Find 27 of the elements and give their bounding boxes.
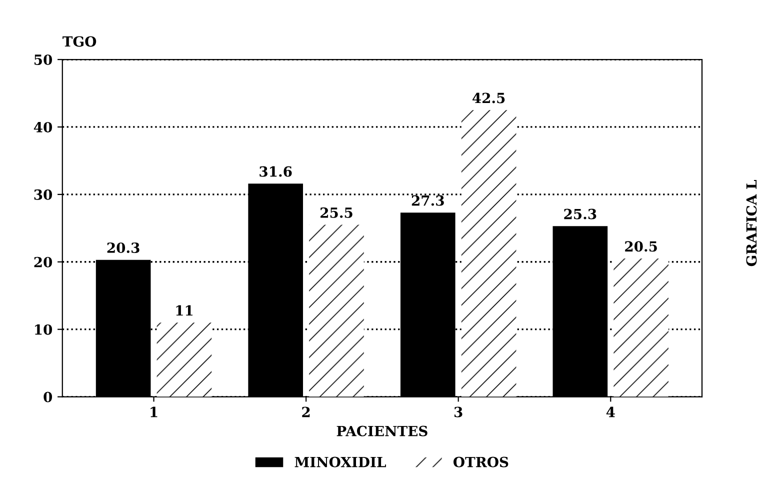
x-tick-label: 1 (150, 406, 158, 418)
data-label: 25.5 (320, 207, 352, 218)
y-tick-label: 10 (35, 324, 52, 335)
text: GRAFICA L (746, 180, 757, 266)
legend-label: MINOXIDIL (294, 456, 386, 468)
y-tick-label: 0 (44, 392, 52, 402)
y-tick-label: 30 (34, 189, 52, 200)
bar (461, 110, 516, 397)
x-tick-label: 4 (606, 406, 615, 418)
bar (156, 322, 212, 397)
x-tick-label: 2 (302, 406, 310, 418)
data-label: 11 (176, 305, 193, 316)
bar (614, 258, 668, 397)
x-tick-label: 3 (454, 406, 462, 418)
legend-label: OTROS (454, 456, 508, 468)
data-label: 25.3 (564, 208, 596, 220)
data-label: 42.5 (472, 92, 505, 104)
data-label: 31.6 (260, 166, 292, 177)
data-label: 20.5 (625, 241, 657, 252)
data-label: 27.3 (412, 195, 444, 206)
y-axis-title: TGO (62, 36, 96, 47)
y-tick-label: 20 (34, 256, 52, 268)
y-tick-label: 50 (34, 54, 52, 65)
data-label: 20.3 (107, 242, 140, 254)
bar (309, 224, 364, 397)
y-tick-label: 40 (34, 122, 52, 132)
x-axis-title: PACIENTES (336, 426, 428, 436)
